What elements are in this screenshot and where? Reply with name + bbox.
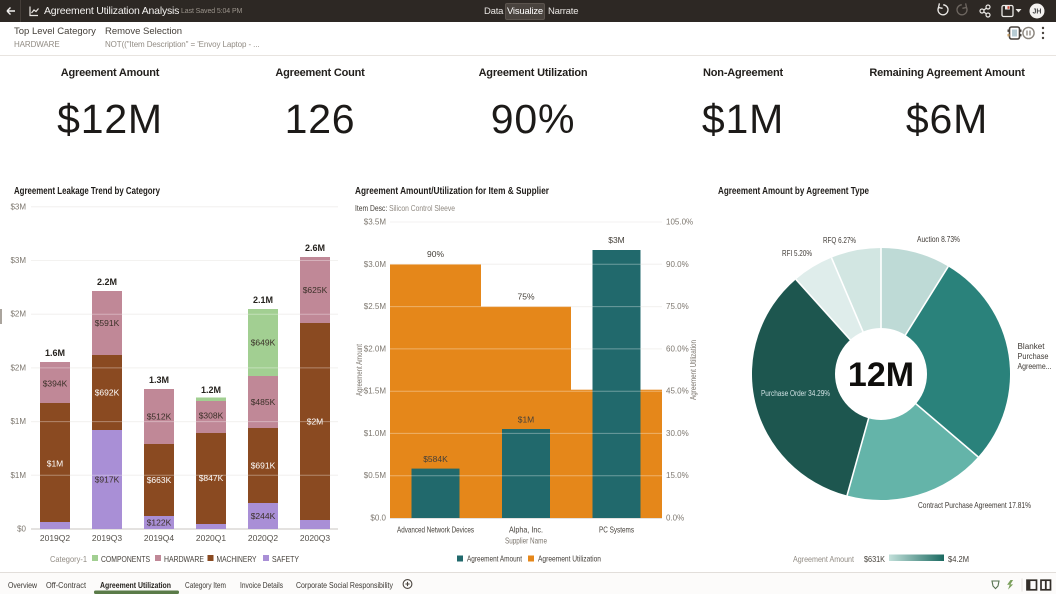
svg-text:Agreement Amount/Utilization f: Agreement Amount/Utilization for Item & … <box>355 185 549 197</box>
svg-text:$2M: $2M <box>307 417 324 427</box>
svg-text:2.2M: 2.2M <box>97 277 117 287</box>
svg-text:2019Q3: 2019Q3 <box>92 533 123 543</box>
svg-text:2.6M: 2.6M <box>305 243 325 253</box>
svg-text:Alpha, Inc.: Alpha, Inc. <box>509 525 543 535</box>
svg-text:Agreement Amount by Agreement: Agreement Amount by Agreement Type <box>718 185 869 197</box>
svg-text:$244K: $244K <box>251 511 276 521</box>
svg-text:Off-Contract: Off-Contract <box>46 580 87 590</box>
svg-text:$485K: $485K <box>251 397 276 407</box>
svg-text:RFQ 6.27%: RFQ 6.27% <box>823 235 856 245</box>
svg-text:PC Systems: PC Systems <box>599 525 634 535</box>
svg-text:$625K: $625K <box>303 285 328 295</box>
svg-text:1.2M: 1.2M <box>201 385 221 395</box>
svg-text:Agreement Utilization: Agreement Utilization <box>538 554 601 564</box>
svg-text:1.6M: 1.6M <box>45 348 65 358</box>
svg-text:$512K: $512K <box>147 412 172 422</box>
svg-text:$917K: $917K <box>95 475 120 485</box>
svg-text:$0.0: $0.0 <box>370 514 386 523</box>
svg-text:$3.0M: $3.0M <box>364 260 387 269</box>
svg-text:Invoice Details: Invoice Details <box>240 580 283 590</box>
svg-text:Agreement Utilization: Agreement Utilization <box>100 580 171 590</box>
svg-text:Overview: Overview <box>8 580 38 590</box>
svg-text:45.0%: 45.0% <box>666 387 689 396</box>
svg-text:$631K: $631K <box>864 554 885 564</box>
svg-text:$2M: $2M <box>10 363 26 372</box>
svg-text:2.1M: 2.1M <box>253 295 273 305</box>
svg-text:$591K: $591K <box>95 318 120 328</box>
svg-text:Purchase: Purchase <box>1018 351 1049 361</box>
svg-text:MACHINERY: MACHINERY <box>217 554 257 564</box>
svg-text:Category Item: Category Item <box>185 580 226 590</box>
svg-text:$2.0M: $2.0M <box>364 344 387 353</box>
svg-text:$0: $0 <box>17 525 26 534</box>
svg-text:$1M: $1M <box>518 415 535 425</box>
svg-text:0.0%: 0.0% <box>666 514 684 523</box>
svg-text:$1M: $1M <box>10 471 26 480</box>
svg-text:$0.5M: $0.5M <box>364 471 387 480</box>
svg-text:$1M: $1M <box>47 459 64 469</box>
svg-text:Agreement Amount: Agreement Amount <box>355 343 364 396</box>
svg-text:75%: 75% <box>517 292 534 302</box>
svg-text:Corporate Social Responsibilit: Corporate Social Responsibility <box>296 580 394 590</box>
svg-text:$2M: $2M <box>10 310 26 319</box>
svg-text:90%: 90% <box>427 249 444 259</box>
svg-text:$3M: $3M <box>10 256 26 265</box>
svg-text:Agreeme...: Agreeme... <box>1018 361 1052 371</box>
svg-text:15.0%: 15.0% <box>666 471 689 480</box>
svg-text:Purchase Order 34.29%: Purchase Order 34.29% <box>761 388 830 398</box>
svg-text:90.0%: 90.0% <box>666 260 689 269</box>
svg-text:SAFETY: SAFETY <box>272 554 299 564</box>
svg-text:Auction 8.73%: Auction 8.73% <box>917 234 960 244</box>
svg-text:JH: JH <box>1033 9 1042 16</box>
svg-text:2019Q4: 2019Q4 <box>144 533 175 543</box>
svg-text:$663K: $663K <box>147 475 172 485</box>
svg-text:$394K: $394K <box>43 379 68 389</box>
svg-text:2020Q3: 2020Q3 <box>300 533 331 543</box>
svg-text:$1.0M: $1.0M <box>364 429 387 438</box>
svg-text:Blanket: Blanket <box>1018 341 1046 351</box>
svg-text:2019Q2: 2019Q2 <box>40 533 71 543</box>
svg-text:COMPONENTS: COMPONENTS <box>101 554 150 564</box>
svg-text:$3M: $3M <box>608 235 625 245</box>
svg-text:HARDWARE: HARDWARE <box>164 554 204 564</box>
svg-text:Agreement Amount: Agreement Amount <box>793 554 855 564</box>
svg-text:Contract Purchase Agreement 17: Contract Purchase Agreement 17.81% <box>918 500 1031 510</box>
svg-text:Agreement Leakage Trend by Cat: Agreement Leakage Trend by Category <box>14 185 160 197</box>
svg-text:Agreement Amount: Agreement Amount <box>467 554 522 564</box>
svg-text:2020Q1: 2020Q1 <box>196 533 227 543</box>
svg-text:$691K: $691K <box>251 461 276 471</box>
svg-text:$1M: $1M <box>10 417 26 426</box>
svg-text:105.0%: 105.0% <box>666 218 693 227</box>
svg-text:Category-1: Category-1 <box>50 554 87 564</box>
svg-text:75.0%: 75.0% <box>666 302 689 311</box>
svg-text:$3.5M: $3.5M <box>364 218 387 227</box>
svg-text:$584K: $584K <box>423 454 448 464</box>
svg-text:$122K: $122K <box>147 518 172 528</box>
svg-text:$847K: $847K <box>199 473 224 483</box>
svg-text:$4.2M: $4.2M <box>948 554 969 564</box>
svg-text:$692K: $692K <box>95 388 120 398</box>
svg-text:$649K: $649K <box>251 338 276 348</box>
svg-text:$2.5M: $2.5M <box>364 302 387 311</box>
svg-text:$3M: $3M <box>10 202 26 211</box>
svg-text:60.0%: 60.0% <box>666 344 689 353</box>
svg-text:Advanced Network Devices: Advanced Network Devices <box>397 525 474 535</box>
svg-text:$1.5M: $1.5M <box>364 387 387 396</box>
svg-text:$308K: $308K <box>199 411 224 421</box>
svg-text:RFI 5.20%: RFI 5.20% <box>782 248 812 258</box>
svg-text:Agreement Utilization: Agreement Utilization <box>689 340 698 400</box>
svg-text:Supplier Name: Supplier Name <box>505 537 547 546</box>
svg-text:Item Desc: Silicon Control Sle: Item Desc: Silicon Control Sleeve <box>355 203 455 213</box>
svg-text:12M: 12M <box>848 356 914 394</box>
svg-text:30.0%: 30.0% <box>666 429 689 438</box>
svg-text:1.3M: 1.3M <box>149 375 169 385</box>
svg-text:2020Q2: 2020Q2 <box>248 533 279 543</box>
